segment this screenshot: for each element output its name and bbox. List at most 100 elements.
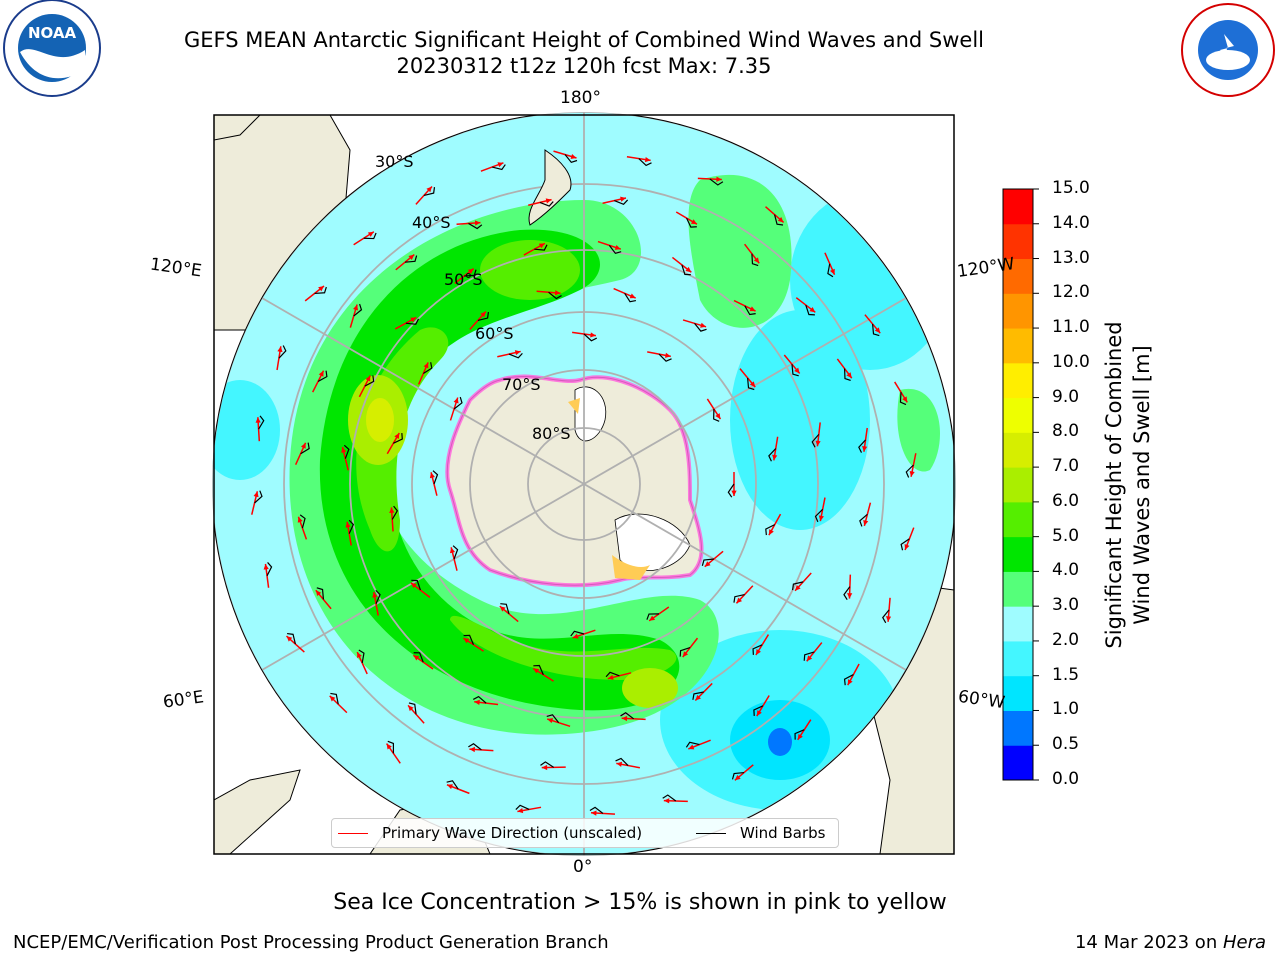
wind-barb bbox=[472, 695, 487, 704]
wind-barb bbox=[858, 439, 867, 453]
sea-ice-caption: Sea Ice Concentration > 15% is shown in … bbox=[333, 890, 947, 915]
wave-direction-arrowhead bbox=[736, 597, 743, 604]
wave-direction-arrowhead bbox=[514, 350, 521, 356]
wave-direction-arrowhead bbox=[446, 784, 453, 790]
wave-direction-arrowhead bbox=[690, 219, 697, 225]
wind-barb bbox=[408, 702, 417, 715]
wind-barb bbox=[709, 178, 724, 186]
wind-barb bbox=[348, 519, 355, 534]
wind-barb bbox=[364, 375, 375, 387]
wind-barb bbox=[391, 505, 399, 520]
wave-direction-arrowhead bbox=[263, 563, 269, 570]
wind-barb bbox=[811, 433, 820, 448]
colorbar bbox=[1003, 188, 1039, 781]
colorbar-segment bbox=[1003, 745, 1033, 781]
wind-barb bbox=[546, 714, 560, 724]
wave-direction-arrowhead bbox=[367, 231, 374, 237]
wave-direction-arrowhead bbox=[794, 367, 800, 374]
lon-label-0: 0° bbox=[573, 857, 593, 877]
wave-direction-arrowhead bbox=[902, 396, 908, 403]
wave-direction-arrowhead bbox=[614, 244, 621, 250]
wind-barb bbox=[411, 579, 421, 591]
wave-direction-arrowhead bbox=[533, 668, 540, 674]
wind-barb bbox=[694, 322, 707, 332]
wave-direction-arrowhead bbox=[474, 699, 480, 705]
wave-direction-arrowhead bbox=[318, 370, 324, 377]
wave-direction-arrowhead bbox=[341, 447, 347, 453]
wind-barb bbox=[468, 743, 482, 751]
colorbar-tick-label: 5.0 bbox=[1052, 525, 1080, 546]
wind-barb bbox=[589, 806, 604, 814]
wave-direction-arrowhead bbox=[756, 710, 762, 717]
wind-barb bbox=[539, 201, 554, 207]
wind-barb bbox=[773, 214, 784, 226]
wind-barb bbox=[423, 362, 433, 374]
wind-barb bbox=[615, 757, 629, 766]
colorbar-segment bbox=[1003, 606, 1033, 642]
wave-direction-arrowhead bbox=[621, 715, 628, 722]
wave-direction-arrowhead bbox=[372, 591, 378, 598]
colorbar-tick-label: 12.0 bbox=[1052, 282, 1090, 303]
wind-barb bbox=[791, 364, 799, 377]
wind-barb bbox=[316, 587, 325, 600]
colorbar-segment bbox=[1003, 223, 1033, 260]
wave-direction-arrowhead bbox=[663, 798, 670, 804]
wind-barb bbox=[515, 804, 530, 810]
wind-barb bbox=[508, 352, 523, 359]
wind-barb bbox=[744, 305, 756, 316]
wind-barb bbox=[605, 671, 620, 678]
wind-barb bbox=[747, 377, 755, 391]
wind-barb bbox=[393, 432, 403, 444]
wind-barb bbox=[679, 647, 691, 657]
colorbar-segment bbox=[1003, 640, 1033, 677]
wind-barb bbox=[363, 232, 377, 240]
wind-barb bbox=[814, 508, 824, 523]
wave-direction-arrowhead bbox=[423, 362, 429, 369]
wave-direction-arrowhead bbox=[734, 774, 741, 781]
lat-label-30s: 30°S bbox=[375, 152, 414, 171]
wind-barb bbox=[899, 392, 907, 406]
wind-barb bbox=[791, 581, 804, 591]
wave-direction-arrowhead bbox=[408, 705, 414, 712]
lat-label-60s: 60°S bbox=[475, 324, 514, 343]
wind-barb bbox=[317, 370, 328, 382]
wind-barb bbox=[794, 729, 805, 740]
wind-barb bbox=[608, 244, 622, 255]
wave-direction-arrowhead bbox=[664, 352, 671, 358]
wave-direction-arrowhead bbox=[620, 196, 626, 202]
wave-direction-arrowhead bbox=[715, 413, 721, 420]
wave-direction-arrowhead bbox=[846, 372, 852, 379]
wind-barb bbox=[638, 158, 652, 167]
footer-date: 14 Mar 2023 on Hera bbox=[1075, 932, 1266, 953]
wave-direction-arrowhead bbox=[253, 491, 259, 498]
wave-direction-arrowhead bbox=[716, 176, 722, 182]
wave-direction-arrowhead bbox=[277, 346, 283, 353]
wind-barb bbox=[423, 187, 436, 196]
wave-direction-arrowhead bbox=[772, 454, 778, 461]
wave-direction-arrowhead bbox=[777, 216, 784, 223]
colorbar-segment bbox=[1003, 362, 1033, 399]
wind-barb bbox=[564, 154, 578, 164]
land-nz-corner bbox=[214, 115, 261, 141]
wind-barb bbox=[314, 286, 327, 295]
wind-barb bbox=[548, 291, 562, 300]
footer-date-text: 14 Mar 2023 on bbox=[1074, 932, 1223, 953]
graticule bbox=[212, 112, 956, 856]
wind-barb bbox=[765, 524, 775, 536]
wind-barb bbox=[686, 217, 697, 228]
wave-direction-arrowhead bbox=[463, 638, 470, 644]
wind-barb bbox=[900, 538, 910, 551]
wave-direction-arrowhead bbox=[449, 547, 456, 554]
footer-host: Hera bbox=[1222, 932, 1266, 953]
wave-direction-arrowhead bbox=[286, 636, 293, 642]
chart-subtitle: 20230312 t12z 120h fcst Max: 7.35 bbox=[396, 54, 772, 78]
wave-direction-arrowhead bbox=[806, 655, 813, 662]
wave-direction-arrowhead bbox=[682, 651, 689, 658]
colorbar-tick-label: 11.0 bbox=[1052, 317, 1090, 338]
wind-barb bbox=[540, 761, 555, 768]
wind-barb bbox=[254, 490, 263, 504]
colorbar-tick-label: 13.0 bbox=[1052, 247, 1090, 268]
wind-barb bbox=[882, 609, 890, 624]
wave-direction-arrowhead bbox=[389, 507, 395, 514]
legend-label-wind-barbs: Wind Barbs bbox=[740, 824, 826, 842]
